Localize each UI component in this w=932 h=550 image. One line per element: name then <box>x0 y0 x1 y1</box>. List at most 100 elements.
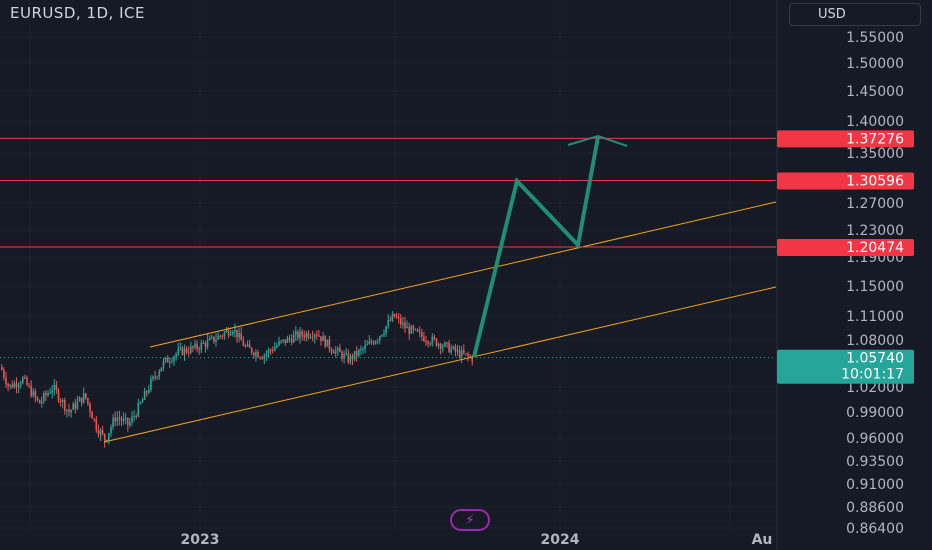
candle-body <box>162 360 165 368</box>
price-tick-label: 1.45000 <box>846 84 904 100</box>
candle-body <box>253 352 255 356</box>
candle-body <box>82 393 85 403</box>
candle-body <box>395 316 398 318</box>
candle-body <box>13 383 16 388</box>
candle-body <box>458 349 461 358</box>
candle-body <box>61 400 64 403</box>
candle-body <box>431 336 434 344</box>
candle-body <box>307 333 310 338</box>
candle-body <box>15 383 18 387</box>
candle-body <box>248 344 251 348</box>
candle-body <box>217 335 219 340</box>
price-tick-label: 1.50000 <box>846 56 904 72</box>
candle-body <box>166 357 169 363</box>
channel-lower-line <box>103 286 777 443</box>
candle-body <box>271 350 274 352</box>
candle-body <box>318 335 320 337</box>
candle-body <box>240 332 242 341</box>
candle-body <box>78 397 81 402</box>
candle-body <box>219 335 221 337</box>
candle-body <box>93 418 95 420</box>
candle-body <box>339 348 341 353</box>
currency-selector[interactable]: USD <box>789 3 921 26</box>
candle-body <box>7 384 9 387</box>
projection-arrow-head <box>567 134 628 147</box>
candle-body <box>152 376 154 380</box>
price-tick-label: 0.91000 <box>846 477 904 493</box>
candle-body <box>68 409 70 413</box>
candle-body <box>416 329 419 332</box>
candle-body <box>290 338 293 343</box>
price-tick-label: 1.27000 <box>846 196 904 212</box>
candle-body <box>5 377 7 385</box>
candle-body <box>265 353 268 356</box>
level-tag <box>777 130 914 148</box>
candle-body <box>118 417 121 420</box>
candle-body <box>187 352 190 354</box>
candle-body <box>414 329 417 331</box>
candle-body <box>444 342 446 347</box>
candle-body <box>337 348 339 351</box>
candle-body <box>1 367 3 370</box>
candle-body <box>282 339 284 341</box>
candle-body <box>299 331 301 339</box>
candle-body <box>202 343 205 345</box>
candle-body <box>234 329 236 332</box>
lightning-icon[interactable]: ⚡ <box>450 509 490 531</box>
candle-body <box>70 409 72 413</box>
time-tick-label: 2023 <box>181 532 220 548</box>
candle-body <box>133 416 135 418</box>
candle-body <box>421 332 423 337</box>
candle-body <box>204 343 207 347</box>
candle-body <box>261 357 263 360</box>
candle-body <box>244 345 247 347</box>
candle-body <box>463 350 465 354</box>
candle-body <box>177 348 179 354</box>
candle-body <box>91 411 93 419</box>
candle-body <box>22 377 24 384</box>
candle-body <box>85 393 87 399</box>
candle-body <box>26 377 28 385</box>
candle-body <box>358 349 360 356</box>
candle-body <box>131 416 133 423</box>
candle-body <box>112 417 114 428</box>
price-tick-label: 0.93500 <box>846 454 904 470</box>
candle-body <box>418 331 421 333</box>
level-tag-label: 1.37276 <box>846 131 904 147</box>
candle-body <box>229 334 232 336</box>
candle-body <box>95 419 98 430</box>
candle-body <box>36 397 39 401</box>
candle-body <box>448 342 450 353</box>
candle-body <box>400 318 402 325</box>
candle-body <box>467 353 469 357</box>
candle-body <box>435 338 438 346</box>
candle-body <box>156 376 158 378</box>
candle-body <box>250 347 253 353</box>
candle-body <box>215 339 217 342</box>
candle-body <box>383 332 385 335</box>
candle-body <box>303 335 305 338</box>
candle-body <box>211 336 213 338</box>
candle-body <box>164 357 167 361</box>
candle-body <box>28 384 30 386</box>
candle-body <box>64 400 66 411</box>
candle-body <box>423 336 425 342</box>
candle-body <box>406 326 408 329</box>
candle-body <box>402 322 404 325</box>
channel-upper-line <box>149 201 777 348</box>
candle-body <box>143 391 146 400</box>
candle-body <box>72 403 74 410</box>
candle-body <box>236 329 238 338</box>
candle-body <box>122 418 125 422</box>
candle-body <box>158 371 161 377</box>
candle-body <box>324 336 326 347</box>
candle-body <box>364 345 366 349</box>
candle-body <box>269 349 272 351</box>
candle-body <box>412 326 415 330</box>
candle-body <box>124 417 127 419</box>
candle-body <box>141 399 144 403</box>
symbol-title: EURUSD, 1D, ICE <box>10 4 145 22</box>
candle-body <box>87 398 89 404</box>
candle-body <box>171 361 173 363</box>
